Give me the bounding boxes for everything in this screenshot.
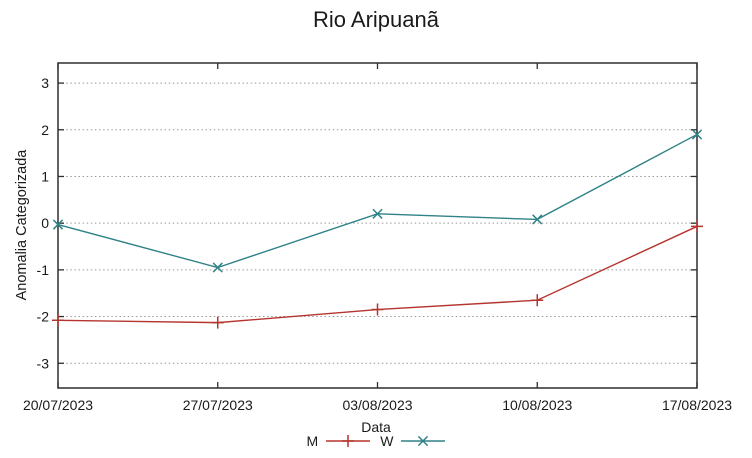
series-W-marker: [212, 262, 223, 273]
y-tick-label: -2: [37, 309, 50, 325]
x-tick-label: 17/08/2023: [662, 397, 732, 413]
series-W-marker: [532, 214, 543, 225]
legend-item-M: M: [307, 433, 371, 449]
series-M-marker: [371, 303, 384, 316]
x-tick-label: 27/07/2023: [183, 397, 253, 413]
chart-title: Rio Aripuanã: [313, 7, 439, 32]
series-W-marker: [691, 129, 703, 140]
x-tick-label: 10/08/2023: [502, 397, 572, 413]
series-M-marker: [691, 220, 703, 233]
x-tick-label: 20/07/2023: [23, 397, 93, 413]
y-tick-label: 0: [41, 215, 49, 231]
legend-sample-marker: [418, 435, 429, 447]
y-tick-label: -1: [37, 262, 50, 278]
y-tick-label: 3: [41, 75, 49, 91]
legend-sample-W: [401, 435, 446, 447]
legend-sample-M: [326, 435, 371, 447]
x-axis-label: Data: [361, 419, 391, 435]
legend-label: W: [380, 433, 394, 449]
y-tick-label: -3: [37, 355, 50, 371]
x-tick-label: 03/08/2023: [342, 397, 412, 413]
legend-item-W: W: [380, 433, 446, 449]
series-W-marker: [52, 219, 64, 230]
y-tick-label: 1: [41, 168, 49, 184]
series-W-marker: [372, 208, 383, 219]
plot-border: [57, 62, 698, 389]
series-W-line: [57, 133, 698, 269]
legend-sample-marker: [342, 435, 355, 447]
series-M-marker: [531, 294, 544, 307]
y-tick-label: 2: [41, 122, 49, 138]
series-M-marker: [211, 316, 224, 329]
legend-label: M: [306, 433, 319, 449]
series-M-marker: [52, 314, 64, 327]
